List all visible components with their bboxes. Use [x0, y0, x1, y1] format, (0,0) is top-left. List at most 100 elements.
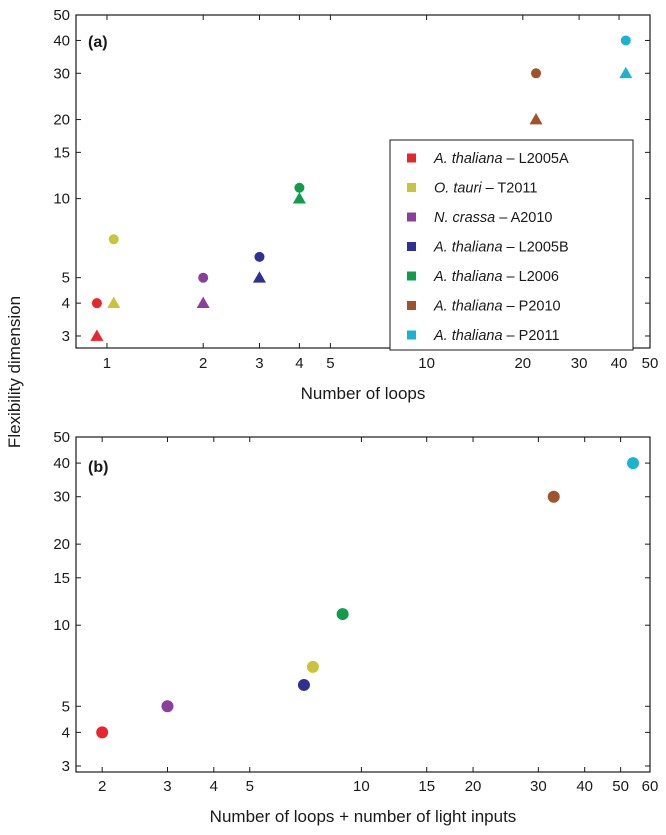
x-tick-label: 40: [576, 778, 593, 795]
y-tick-label: 10: [53, 617, 70, 634]
x-tick-label: 4: [295, 355, 303, 372]
y-tick-label: 40: [53, 32, 70, 49]
x-tick-label: 10: [353, 778, 370, 795]
legend-ref: – P2010: [503, 299, 561, 315]
legend-species: O. tauri: [434, 181, 482, 197]
y-tick-label: 20: [53, 112, 70, 129]
x-tick-label: 50: [642, 355, 659, 372]
x-axis-label: Number of loops + number of light inputs: [210, 807, 517, 826]
y-tick-label: 5: [62, 698, 70, 715]
data-point-circle: [108, 234, 119, 245]
legend-swatch: [407, 183, 416, 192]
legend-species: N. crassa: [434, 210, 495, 226]
x-tick-label: 3: [255, 355, 263, 372]
legend-ref: – L2006: [503, 269, 559, 285]
x-tick-label: 15: [418, 778, 435, 795]
legend-entry: A. thaliana – P2010: [433, 299, 561, 315]
x-tick-label: 2: [98, 778, 106, 795]
data-point-circle: [547, 490, 560, 503]
legend-swatch: [407, 153, 416, 163]
panel-label: (a): [88, 34, 108, 51]
data-point-triangle: [292, 192, 306, 204]
data-point-triangle: [529, 113, 543, 125]
x-tick-label: 1: [103, 355, 111, 372]
data-point-circle: [294, 182, 305, 193]
legend-species: A. thaliana: [433, 240, 503, 256]
legend-swatch: [407, 212, 416, 222]
legend-ref: – L2005B: [503, 240, 569, 256]
data-point-circle: [620, 35, 631, 46]
y-tick-label: 15: [53, 144, 70, 161]
data-point-circle: [531, 68, 542, 79]
legend-ref: – L2005A: [503, 151, 569, 167]
x-tick-label: 60: [642, 778, 659, 795]
legend-entry: O. tauri – T2011: [434, 181, 537, 197]
y-tick-label: 4: [62, 724, 70, 741]
legend-species: A. thaliana: [433, 328, 503, 344]
x-tick-label: 30: [530, 778, 547, 795]
panel-label: (b): [88, 459, 108, 476]
y-tick-label: 10: [53, 191, 70, 208]
y-tick-label: 4: [62, 295, 70, 312]
data-point-triangle: [619, 66, 633, 79]
y-tick-label: 50: [53, 7, 70, 24]
legend-swatch: [407, 301, 416, 310]
y-tick-label: 5: [62, 270, 70, 287]
data-point-circle: [297, 678, 310, 691]
y-tick-label: 3: [62, 328, 70, 345]
y-tick-label: 15: [53, 570, 70, 587]
legend-box: [389, 139, 634, 351]
y-tick-label: 50: [53, 429, 70, 446]
x-tick-label: 20: [514, 355, 531, 372]
legend-ref: – P2011: [503, 328, 560, 344]
legend-species: A. thaliana: [433, 299, 503, 315]
data-point-circle: [254, 251, 265, 262]
legend-entry: N. crassa – A2010: [434, 210, 553, 226]
x-tick-label: 10: [418, 355, 435, 372]
x-axis-label: Number of loops: [301, 384, 426, 403]
y-tick-label: 30: [53, 489, 70, 506]
data-point-circle: [198, 272, 209, 283]
data-point-triangle: [90, 329, 104, 341]
legend: A. thaliana – L2005A O. tauri – T2011 N. c…: [389, 139, 634, 351]
data-point-circle: [336, 608, 349, 621]
y-tick-label: 40: [53, 455, 70, 472]
legend-swatch: [407, 271, 416, 281]
legend-swatch: [407, 330, 416, 340]
legend-species: A. thaliana: [433, 269, 503, 285]
legend-entry: A. thaliana – P2011: [433, 328, 560, 344]
x-tick-label: 5: [326, 355, 334, 372]
y-tick-label: 3: [62, 758, 70, 775]
legend-entry: A. thaliana – L2006: [433, 269, 559, 285]
y-tick-label: 20: [53, 536, 70, 553]
data-point-circle: [96, 726, 109, 739]
x-tick-label: 40: [611, 355, 628, 372]
panel-a: 1 2 3 4 5 10 20 30 40 50 3 4 5 10 15 20 30 40 50 Number of …: [53, 7, 658, 403]
data-point-circle: [161, 700, 174, 713]
plot-frame: [75, 436, 651, 773]
data-point-triangle: [107, 296, 121, 309]
data-point-triangle: [196, 296, 210, 309]
legend-swatch: [407, 242, 416, 251]
x-tick-label: 30: [571, 355, 588, 372]
legend-species: A. thaliana: [433, 151, 503, 167]
legend-ref: – A2010: [495, 210, 552, 226]
x-tick-label: 50: [612, 778, 629, 795]
data-point-circle: [91, 298, 102, 309]
legend-entry: A. thaliana – L2005A: [433, 151, 569, 167]
plot-frame: [75, 14, 651, 349]
x-tick-label: 20: [465, 778, 482, 795]
x-tick-label: 4: [210, 778, 218, 795]
data-point-triangle: [252, 271, 266, 283]
legend-ref: – T2011: [482, 181, 538, 197]
x-tick-label: 2: [199, 355, 207, 372]
x-tick-label: 3: [163, 778, 171, 795]
panel-b: 2 3 4 5 10 15 20 30 40 50 60 3 4 5 10 15 20 30 40 50 Number …: [53, 429, 658, 826]
data-point-circle: [306, 660, 319, 673]
x-tick-label: 5: [246, 778, 254, 795]
y-tick-label: 30: [53, 65, 70, 82]
y-axis-label: Flexibility dimension: [5, 296, 24, 448]
data-point-circle: [627, 457, 640, 470]
